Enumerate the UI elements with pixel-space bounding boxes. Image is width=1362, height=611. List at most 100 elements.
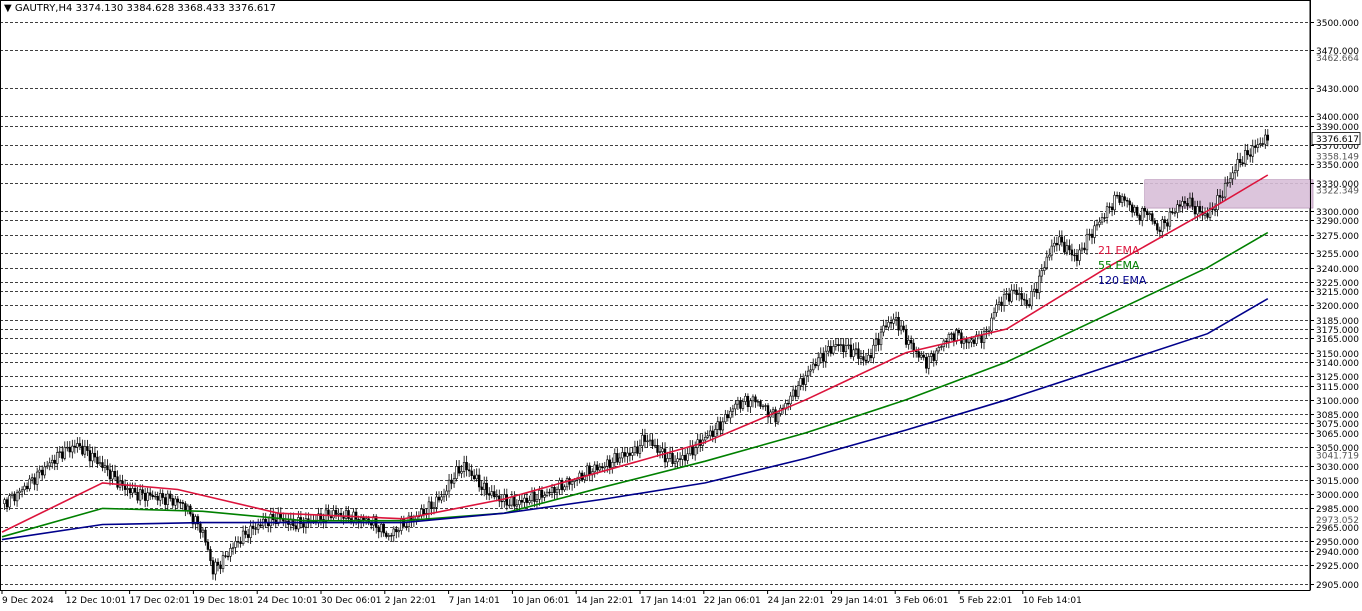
- candle-body: [430, 501, 433, 509]
- candle-body: [462, 462, 466, 472]
- candle-body: [256, 524, 260, 530]
- header-arrow-icon[interactable]: ▼: [4, 3, 15, 14]
- candle-body: [601, 466, 604, 469]
- candle-body: [1038, 275, 1041, 294]
- candle-body: [1035, 288, 1038, 294]
- candle-body: [804, 375, 807, 385]
- candle-body: [1000, 301, 1003, 306]
- candle-body: [809, 369, 812, 372]
- price-tick-label: 3300.000: [1316, 208, 1359, 218]
- candle-body: [533, 491, 536, 502]
- candle-body: [992, 312, 996, 319]
- candle-body: [766, 405, 770, 418]
- candle-body: [887, 321, 890, 328]
- candle-body: [864, 359, 868, 362]
- candle-body: [842, 344, 845, 353]
- candle-body: [1178, 204, 1182, 207]
- candle-body: [508, 504, 511, 507]
- candle-body: [206, 541, 210, 550]
- candle-body: [540, 490, 544, 498]
- candle-body: [1055, 242, 1059, 246]
- candle-body: [380, 523, 383, 533]
- candle-body: [176, 498, 180, 503]
- candle-body: [1053, 242, 1056, 247]
- candle-body: [475, 474, 478, 480]
- candle-body: [621, 452, 624, 459]
- candle-body: [673, 461, 677, 464]
- candle-body: [663, 448, 667, 463]
- candle-body: [43, 466, 46, 476]
- candle-body: [1110, 206, 1114, 211]
- candle-body: [859, 356, 863, 359]
- time-tick-label: 24 Dec 10:01: [257, 596, 318, 606]
- candle-body: [382, 523, 385, 534]
- candle-body: [543, 495, 546, 498]
- price-axis[interactable]: 3500.000 3470.000 3430.000 3400.0003390.000…: [1310, 0, 1361, 591]
- candle-body: [832, 346, 835, 354]
- candle-body: [284, 520, 288, 522]
- candle-body: [897, 316, 900, 331]
- candle-body: [156, 495, 159, 501]
- candle-body: [603, 466, 606, 469]
- candle-body: [302, 523, 305, 528]
- time-tick-label: 7 Jan 14:01: [449, 596, 500, 606]
- candle-body: [1153, 220, 1156, 224]
- candle-body: [467, 469, 471, 472]
- candle-body: [553, 486, 556, 494]
- candle-body: [191, 513, 195, 525]
- candle-body: [899, 325, 903, 331]
- candle-body: [1241, 162, 1244, 165]
- candle-body: [1068, 245, 1071, 251]
- candle-body: [3, 499, 6, 505]
- candle-body: [558, 480, 561, 490]
- candle-body: [829, 346, 833, 354]
- candle-body: [724, 414, 727, 423]
- candle-body: [493, 491, 496, 498]
- candle-body: [1075, 254, 1079, 261]
- candle-body: [40, 469, 44, 476]
- header-symbol: GAUTRY,H4: [14, 3, 73, 14]
- candle-body: [269, 513, 272, 527]
- candle-body: [990, 317, 993, 332]
- price-tick-label: 3240.000: [1316, 265, 1359, 275]
- candle-body: [1226, 182, 1229, 184]
- candle-body: [229, 548, 232, 557]
- candle-body: [789, 395, 792, 405]
- candle-body: [68, 446, 72, 453]
- header-open: 3374.130: [75, 3, 124, 14]
- candle-body: [440, 496, 443, 501]
- candle-body: [1233, 170, 1237, 174]
- candle-body: [699, 439, 702, 446]
- candle-body: [465, 462, 468, 471]
- candle-body: [525, 497, 529, 503]
- candle-body: [231, 547, 235, 549]
- candle-body: [1203, 213, 1207, 216]
- time-axis[interactable]: 9 Dec 2024 12 Dec 10:01 17 Dec 02:01 19 Dec…: [0, 590, 1310, 606]
- candle-body: [922, 354, 925, 358]
- candle-body: [734, 403, 737, 410]
- ema-labels: 21 EMA 55 EMA 120 EMA: [1098, 244, 1147, 287]
- candle-body: [395, 528, 398, 533]
- price-extra-label: 3358.149: [1316, 152, 1359, 162]
- candle-body: [30, 477, 34, 480]
- candle-body: [754, 396, 757, 403]
- candle-body: [1218, 195, 1222, 198]
- header-low: 3368.433: [177, 3, 226, 14]
- candle-body: [638, 445, 642, 454]
- price-extra-label: 2973.052: [1316, 516, 1359, 526]
- candle-body: [510, 496, 514, 506]
- candle-body: [608, 459, 611, 468]
- candle-body: [548, 491, 551, 494]
- candle-body: [505, 494, 509, 506]
- candle-body: [1173, 212, 1177, 214]
- candle-body: [224, 555, 227, 557]
- candle-body: [937, 347, 941, 352]
- price-tick-label: 3100.000: [1316, 397, 1359, 407]
- candle-body: [447, 479, 451, 492]
- ema-label: 21 EMA: [1098, 244, 1140, 257]
- candle-body: [1141, 208, 1144, 221]
- candle-body: [18, 490, 21, 494]
- candle-body: [643, 434, 647, 442]
- candle-body: [143, 492, 147, 501]
